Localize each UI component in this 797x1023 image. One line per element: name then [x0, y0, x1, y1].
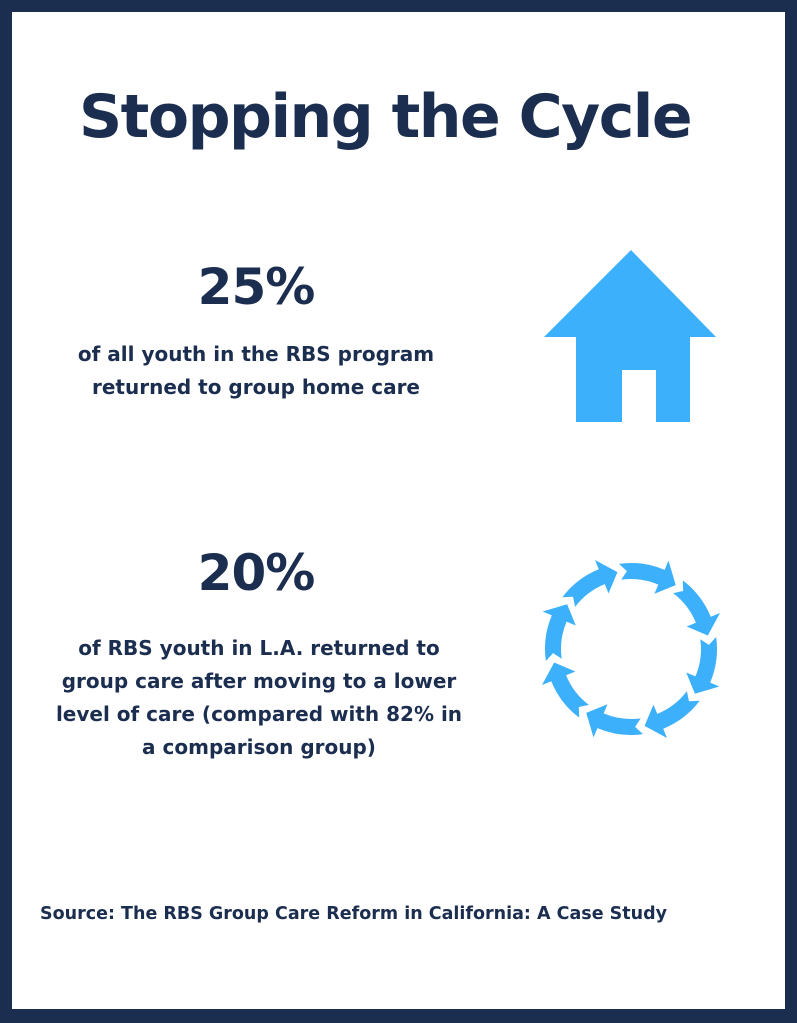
source-citation: Source: The RBS Group Care Reform in Cal…: [40, 904, 668, 924]
house-icon: [544, 250, 716, 422]
cycle-arrows-icon: [541, 559, 721, 739]
cycle-arrow-segment: [644, 691, 700, 739]
stat-description-home-care: of all youth in the RBS program returned…: [77, 342, 435, 399]
cycle-arrow-segment: [686, 637, 720, 694]
cycle-arrow-segment: [619, 560, 676, 594]
cycle-arrow-segment: [542, 604, 576, 661]
stat-description-la-youth: of RBS youth in L.A. returned to group c…: [55, 636, 463, 759]
stat-value-home-care: 25%: [197, 258, 316, 316]
page-title: Stopping the Cycle: [78, 82, 693, 152]
cycle-arrow-segment: [541, 662, 589, 718]
cycle-arrow-segment: [562, 559, 618, 607]
cycle-arrow-segment: [586, 704, 643, 738]
stat-value-la-youth: 20%: [197, 544, 316, 602]
cycle-arrow-segment: [673, 580, 721, 636]
